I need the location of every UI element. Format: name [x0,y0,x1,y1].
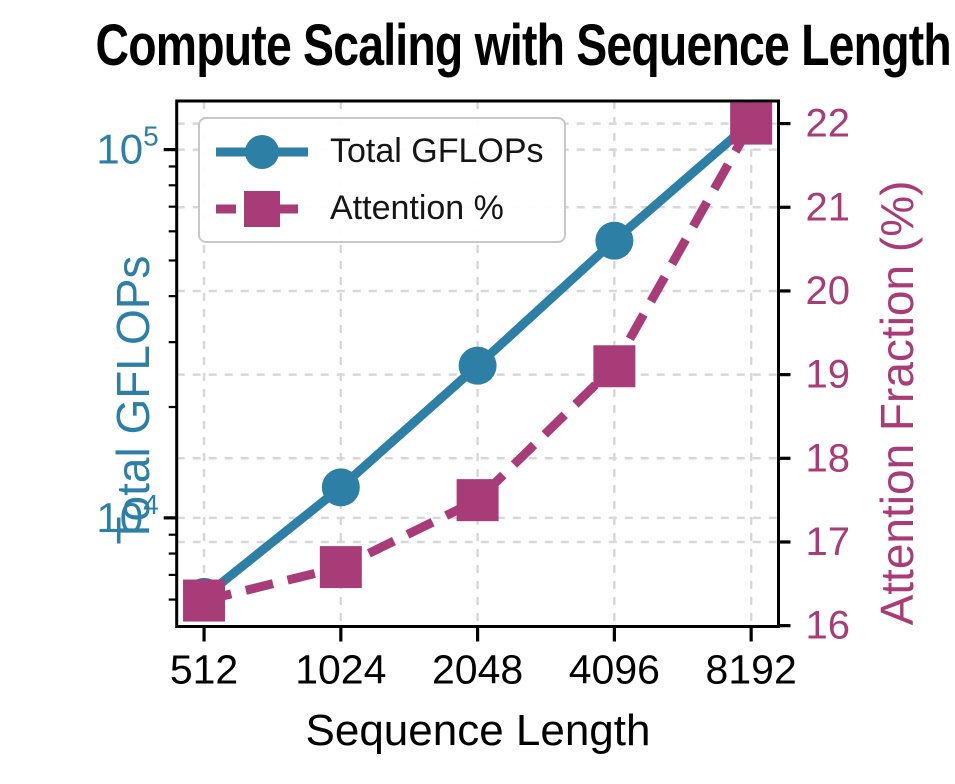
attention-line [202,121,756,605]
x-tick-label: 8192 [706,647,797,693]
gflops-point-marker [458,346,497,385]
attention-point-marker [593,345,636,388]
y-right-tick-label: 18 [806,436,851,480]
attention-point-marker [183,579,226,622]
y-right-tick-label: 22 [806,102,851,146]
chart-title: Compute Scaling with Sequence Length [95,13,952,78]
y-right-tick-label: 20 [806,269,851,313]
gflops-legend-sample-icon [216,134,308,169]
y-right-tick-label: 21 [806,185,851,229]
x-tick-label: 1024 [295,647,386,693]
x-tick-label: 4096 [569,647,660,693]
legend-item-attention: Attention % [212,187,564,231]
y-right-tick-label: 17 [806,520,851,564]
right-axis-label: Attention Fraction (%) [871,180,923,626]
legend-label-attention: Attention % [330,189,504,227]
y-right-tick-label: 19 [806,353,851,397]
gflops-point-marker [595,221,634,260]
legend-item-gflops: Total GFLOPs [212,130,564,174]
x-tick-label: 512 [170,647,238,693]
gflops-point-marker [321,468,360,507]
x-axis-label: Sequence Length [305,706,651,755]
y-left-tick-label: 104 [96,489,158,541]
attention-point-marker [456,479,499,522]
legend-sample-marker [244,190,280,227]
y-right-tick-label: 16 [806,604,851,648]
legend-sample-marker [245,134,279,169]
plot-spines [175,99,780,628]
x-tick-label: 2048 [432,647,523,693]
y-left-tick-label: 105 [96,121,158,173]
attention-point-marker [730,102,773,145]
legend-label-gflops: Total GFLOPs [330,132,544,170]
attention-point-marker [319,546,362,589]
attention-legend-sample-icon [216,190,308,227]
legend: Total GFLOPs Attention % [198,117,566,243]
left-axis-label: Total GFLOPs [107,255,159,545]
